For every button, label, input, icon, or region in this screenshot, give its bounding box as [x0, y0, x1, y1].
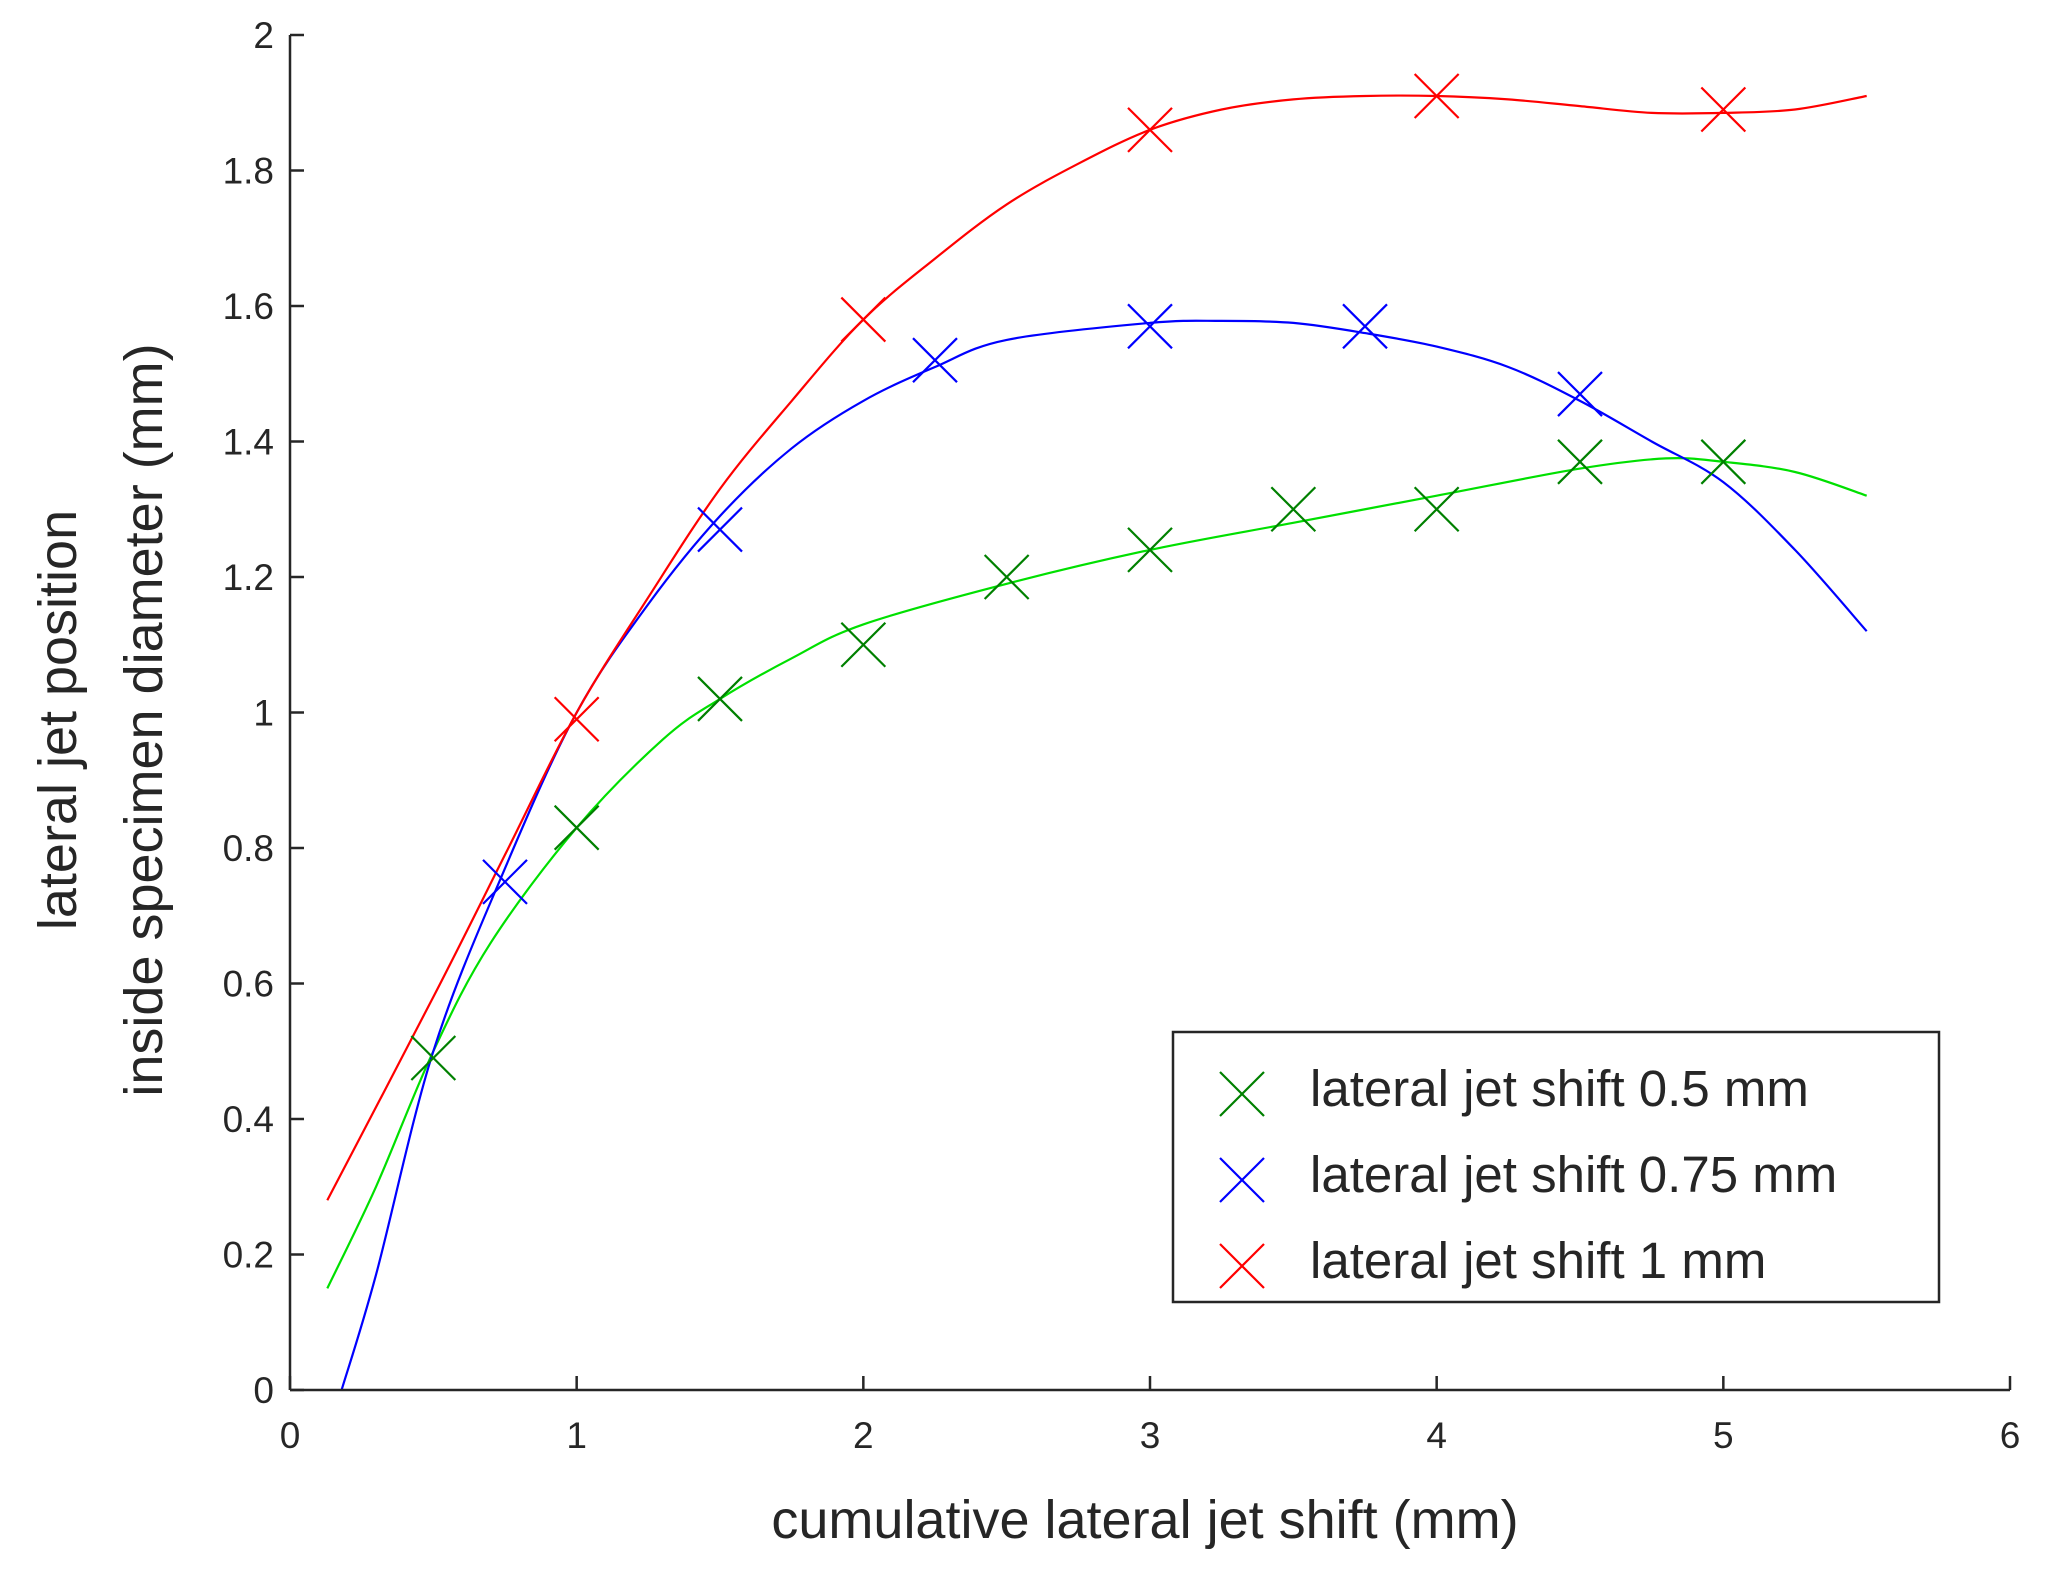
tick-labels: 0 1 2 3 4 5 6 0 0.2 0.4 0.6 0.8 1 1.2 1.4 1.6 1.8 2 [223, 15, 2021, 1456]
y-axis-label-line-2: inside specimen diameter (mm) [114, 343, 174, 1096]
data-markers [410, 73, 1747, 1081]
axes [288, 33, 2012, 1392]
marker-series-2-point-3 [912, 337, 958, 383]
marker-series-1-point-10 [1700, 439, 1747, 485]
marker-series-1-point-4 [840, 621, 887, 668]
marker-series-2-point-4 [1127, 303, 1173, 350]
x-tick-label: 3 [1140, 1415, 1161, 1456]
marker-series-3-point-4 [1413, 73, 1460, 119]
legend-marker-series-2 [1219, 1157, 1265, 1203]
marker-series-1-point-8 [1413, 486, 1460, 533]
marker-series-2-point-5 [1342, 303, 1388, 350]
fit-line-series-2 [340, 319, 1868, 1391]
y-tick-label: 1.6 [223, 286, 274, 327]
x-tick-label: 5 [1713, 1415, 1734, 1456]
y-tick-label: 0.8 [223, 828, 274, 869]
marker-series-2-point-2 [697, 506, 743, 553]
marker-series-1-point-1 [410, 1035, 457, 1081]
fit-line-series-3 [326, 94, 1867, 1201]
legend-label-series-2: lateral jet shift 0.75 mm [1310, 1146, 1837, 1203]
fit-curves [326, 94, 1868, 1391]
y-tick-label: 0.6 [223, 964, 274, 1005]
marker-series-1-point-2 [553, 804, 600, 851]
x-tick-label: 2 [853, 1415, 874, 1456]
legend-label-series-3: lateral jet shift 1 mm [1310, 1232, 1766, 1289]
marker-series-1-point-9 [1557, 439, 1603, 485]
marker-series-2-point-6 [1557, 371, 1603, 417]
marker-series-3-point-1 [553, 696, 600, 743]
y-tick-label: 0.2 [223, 1235, 274, 1276]
x-tick-label: 0 [280, 1415, 301, 1456]
legend-box [1171, 1030, 1941, 1304]
x-tick-label: 1 [566, 1415, 587, 1456]
x-tick-label: 6 [2000, 1415, 2021, 1456]
legend-label-series-1: lateral jet shift 0.5 mm [1310, 1060, 1809, 1117]
fit-line-series-1 [326, 457, 1868, 1289]
y-tick-label: 1.2 [223, 557, 274, 598]
y-axis-label-line-1: lateral jet position [28, 510, 88, 930]
x-tick-label: 4 [1426, 1415, 1447, 1456]
marker-series-2-point-1 [482, 859, 528, 905]
marker-series-1-point-6 [1127, 527, 1173, 573]
legend-marker-series-1 [1219, 1071, 1265, 1117]
x-axis-label: cumulative lateral jet shift (mm) [771, 1490, 1518, 1550]
marker-series-3-point-5 [1700, 86, 1747, 133]
y-tick-label: 1.8 [223, 151, 274, 192]
marker-series-1-point-7 [1270, 486, 1317, 533]
marker-series-1-point-5 [983, 554, 1030, 600]
y-tick-label: 0.4 [223, 1099, 274, 1140]
marker-series-3-point-3 [1127, 107, 1173, 153]
legend-marker-series-3 [1219, 1243, 1265, 1289]
marker-series-1-point-3 [697, 676, 743, 722]
legend-markers [1219, 1071, 1265, 1289]
y-tick-label: 0 [253, 1370, 274, 1411]
marker-series-3-point-2 [840, 296, 887, 343]
y-tick-label: 1 [253, 693, 274, 734]
y-tick-label: 2 [253, 15, 274, 56]
legend: lateral jet shift 0.5 mm lateral jet shi… [1171, 1030, 1941, 1304]
y-tick-label: 1.4 [223, 422, 274, 463]
